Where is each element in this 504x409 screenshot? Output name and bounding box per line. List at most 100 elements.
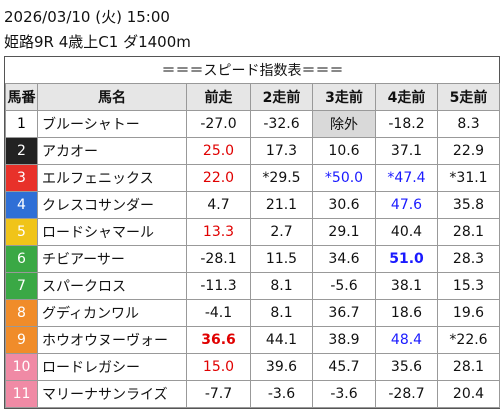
- horse-row: 5 ロードシャマール 13.3 2.7 29.1 40.4 28.1: [5, 218, 500, 246]
- speed-index: 38.1: [375, 272, 438, 300]
- horse-row: 6 チビアーサー -28.1 11.5 34.6 51.0 28.3: [5, 245, 500, 273]
- title-row: ＝＝＝スピード指数表＝＝＝: [5, 57, 500, 84]
- horse-name: ロードシャマール: [37, 218, 187, 246]
- speed-index: 17.3: [250, 137, 313, 165]
- horse-name: クレスコサンダー: [37, 191, 187, 219]
- speed-index: -4.1: [186, 299, 251, 327]
- horse-row: 10 ロードレガシー 15.0 39.6 45.7 35.6 28.1: [5, 353, 500, 381]
- speed-index: 8.1: [250, 299, 313, 327]
- speed-index: 10.6: [312, 137, 376, 165]
- column-header: 2走前: [250, 83, 313, 111]
- speed-index: 20.4: [437, 380, 500, 408]
- speed-index: 28.3: [437, 245, 500, 273]
- horse-row: 7 スパークロス -11.3 8.1 -5.6 38.1 15.3: [5, 272, 500, 300]
- horse-name: アカオー: [37, 137, 187, 165]
- datetime: 2026/03/10 (火) 15:00: [4, 8, 170, 26]
- speed-index: 21.1: [250, 191, 313, 219]
- horse-number: 4: [5, 191, 38, 219]
- speed-table: ＝＝＝スピード指数表＝＝＝ 馬番 馬名 前走 2走前 3走前 4走前 5走前 1 ブルーシャトー…: [4, 56, 500, 409]
- horse-name: ホウオウヌーヴォー: [37, 326, 187, 354]
- horse-number: 3: [5, 164, 38, 192]
- speed-index: -3.6: [250, 380, 313, 408]
- speed-index: 8.3: [437, 110, 500, 138]
- speed-index: 39.6: [250, 353, 313, 381]
- horse-name: チビアーサー: [37, 245, 187, 273]
- column-header: 馬番: [5, 83, 38, 111]
- speed-index: 37.1: [375, 137, 438, 165]
- horse-number: 7: [5, 272, 38, 300]
- horse-number: 1: [5, 110, 38, 138]
- speed-index: -28.1: [186, 245, 251, 273]
- speed-index: 35.8: [437, 191, 500, 219]
- horse-name: ブルーシャトー: [37, 110, 187, 138]
- speed-index: 4.7: [186, 191, 251, 219]
- horse-name: スパークロス: [37, 272, 187, 300]
- horse-row: 3 エルフェニックス 22.0 *29.5 *50.0 *47.4 *31.1: [5, 164, 500, 192]
- column-header: 5走前: [437, 83, 500, 111]
- speed-index: 44.1: [250, 326, 313, 354]
- speed-index: *50.0: [312, 164, 376, 192]
- speed-index: 48.4: [375, 326, 438, 354]
- speed-index: 28.1: [437, 353, 500, 381]
- speed-index: -3.6: [312, 380, 376, 408]
- speed-index: 25.0: [186, 137, 251, 165]
- speed-index: 8.1: [250, 272, 313, 300]
- horse-row: 9 ホウオウヌーヴォー 36.6 44.1 38.9 48.4 *22.6: [5, 326, 500, 354]
- speed-index: 11.5: [250, 245, 313, 273]
- speed-index: *47.4: [375, 164, 438, 192]
- speed-index: 35.6: [375, 353, 438, 381]
- speed-index: *22.6: [437, 326, 500, 354]
- horse-name: マリーナサンライズ: [37, 380, 187, 408]
- horse-row: 2 アカオー 25.0 17.3 10.6 37.1 22.9: [5, 137, 500, 165]
- speed-index: 29.1: [312, 218, 376, 246]
- horse-row: 1 ブルーシャトー -27.0 -32.6 除外 -18.2 8.3: [5, 110, 500, 138]
- horse-number: 8: [5, 299, 38, 327]
- speed-index: 36.6: [186, 326, 251, 354]
- horse-name: ロードレガシー: [37, 353, 187, 381]
- speed-index: -27.0: [186, 110, 251, 138]
- speed-index: -5.6: [312, 272, 376, 300]
- speed-index: 13.3: [186, 218, 251, 246]
- horse-row: 4 クレスコサンダー 4.7 21.1 30.6 47.6 35.8: [5, 191, 500, 219]
- horse-number: 11: [5, 380, 38, 408]
- speed-index: -32.6: [250, 110, 313, 138]
- speed-index: -18.2: [375, 110, 438, 138]
- speed-index: 22.0: [186, 164, 251, 192]
- horse-name: エルフェニックス: [37, 164, 187, 192]
- speed-index: 15.3: [437, 272, 500, 300]
- horse-number: 6: [5, 245, 38, 273]
- horse-number: 2: [5, 137, 38, 165]
- speed-index: *29.5: [250, 164, 313, 192]
- horse-number: 9: [5, 326, 38, 354]
- speed-index: 2.7: [250, 218, 313, 246]
- speed-index: 36.7: [312, 299, 376, 327]
- speed-index: -28.7: [375, 380, 438, 408]
- horse-row: 8 グディカンワル -4.1 8.1 36.7 18.6 19.6: [5, 299, 500, 327]
- speed-index: 34.6: [312, 245, 376, 273]
- speed-index: 22.9: [437, 137, 500, 165]
- speed-index: 除外: [312, 110, 376, 138]
- horse-row: 11 マリーナサンライズ -7.7 -3.6 -3.6 -28.7 20.4: [5, 380, 500, 408]
- speed-index: 38.9: [312, 326, 376, 354]
- race-info: 姫路9R 4歳上C1 ダ1400m: [4, 33, 191, 51]
- speed-index: 47.6: [375, 191, 438, 219]
- horse-number: 5: [5, 218, 38, 246]
- column-header: 前走: [186, 83, 251, 111]
- speed-index: 45.7: [312, 353, 376, 381]
- speed-index: -11.3: [186, 272, 251, 300]
- speed-index: *31.1: [437, 164, 500, 192]
- column-header: 4走前: [375, 83, 438, 111]
- header-row: 馬番 馬名 前走 2走前 3走前 4走前 5走前: [5, 83, 500, 111]
- speed-index: 15.0: [186, 353, 251, 381]
- speed-index: 18.6: [375, 299, 438, 327]
- speed-index: 19.6: [437, 299, 500, 327]
- speed-index: 28.1: [437, 218, 500, 246]
- horse-name: グディカンワル: [37, 299, 187, 327]
- speed-index: 30.6: [312, 191, 376, 219]
- column-header: 馬名: [37, 83, 187, 111]
- table: ＝＝＝スピード指数表＝＝＝ 馬番 馬名 前走 2走前 3走前 4走前 5走前 1 ブルーシャトー…: [5, 57, 500, 408]
- column-header: 3走前: [312, 83, 376, 111]
- speed-index: -7.7: [186, 380, 251, 408]
- speed-index: 51.0: [375, 245, 438, 273]
